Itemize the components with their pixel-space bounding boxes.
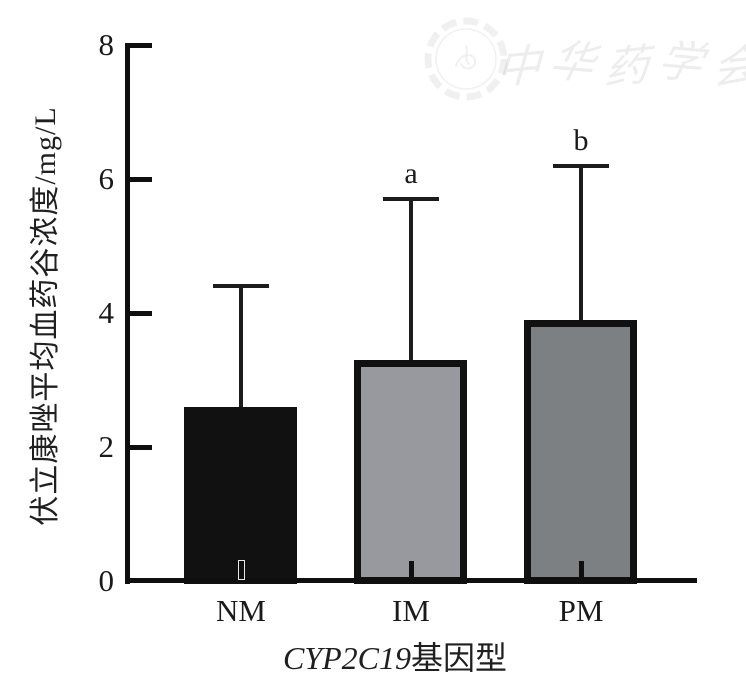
significance-letter-b: b [573, 123, 589, 157]
error-bar-line-NM [239, 286, 243, 407]
watermark-text: 中 华 药 学 会 [493, 28, 746, 94]
error-bar-line-IM [409, 199, 413, 360]
error-bar-cap-PM [553, 163, 609, 168]
y-tick-2 [130, 445, 152, 450]
significance-letter-a: a [404, 157, 418, 191]
watermark-char: 学 [653, 36, 708, 89]
x-axis-title-gene-italic: CYP2C19 [282, 640, 411, 676]
x-axis [125, 578, 697, 583]
x-axis-title: CYP2C19基因型 [125, 633, 665, 679]
x-category-label-PM: PM [558, 593, 604, 628]
bar-PM [524, 320, 637, 584]
bar-NM [184, 407, 297, 584]
y-tick-6 [130, 177, 152, 182]
y-tick-label-0: 0 [98, 563, 115, 598]
y-tick-8 [130, 43, 152, 48]
watermark-char: 药 [603, 40, 650, 95]
error-bar-cap-NM [213, 284, 269, 289]
watermark-char: 华 [545, 36, 600, 89]
y-tick-label-2: 2 [98, 429, 115, 464]
x-axis-title-suffix: 基因型 [411, 640, 508, 676]
y-tick-4 [130, 311, 152, 316]
y-tick-label-8: 8 [98, 27, 115, 62]
x-category-label-NM: NM [216, 593, 266, 628]
x-category-label-IM: IM [392, 593, 430, 628]
society-seal-icon [424, 17, 508, 101]
y-tick-label-4: 4 [98, 295, 115, 330]
error-bar-cap-IM [383, 197, 439, 202]
x-tick-NM [238, 560, 245, 580]
y-axis-title: 伏立康唑平均血药谷浓度/mg/L [29, 106, 62, 526]
watermark-char: 中 [495, 40, 542, 95]
x-tick-PM [579, 561, 584, 579]
bar-IM [354, 360, 467, 584]
error-bar-line-PM [579, 165, 583, 320]
watermark: 中 华 药 学 会 [415, 10, 746, 120]
y-axis [125, 43, 130, 584]
x-tick-IM [409, 561, 414, 579]
watermark-char: 会 [711, 40, 746, 95]
y-tick-label-6: 6 [98, 161, 115, 196]
